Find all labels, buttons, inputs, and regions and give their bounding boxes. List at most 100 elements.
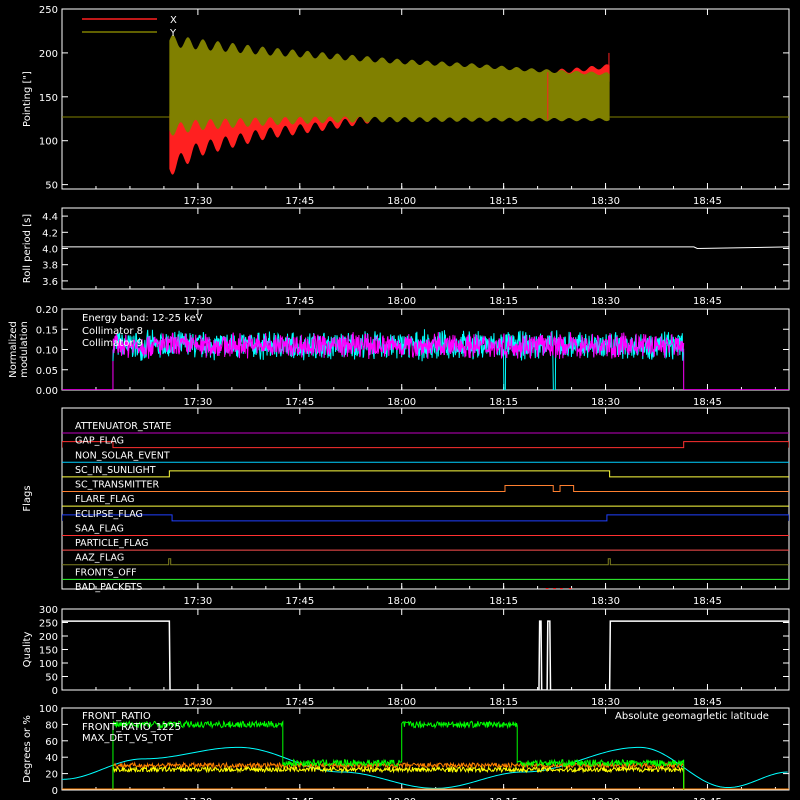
y-tick-label: 200: [39, 49, 58, 60]
flag-line-sc-in-sunlight: [62, 470, 789, 478]
series-roll-period: [62, 246, 789, 250]
panel-4: 17:30 17:45 18:00 18:15 18:30 18:45 Flags ATTEN…: [22, 407, 790, 607]
series-front-ratio: [112, 765, 685, 790]
y-tick-label: 4.0: [42, 245, 58, 256]
y-tick-label: 3.6: [42, 277, 58, 288]
flag-label-sc-in-sunlight: SC_IN_SUNLIGHT: [75, 465, 156, 476]
flag-label-non-solar-event: NON_SOLAR_EVENT: [75, 450, 170, 461]
flag-label-particle-flag: PARTICLE_FLAG: [75, 538, 148, 549]
x-tick-label: 17:30: [183, 397, 212, 408]
x-tick-label: 17:45: [285, 697, 314, 708]
y-tick-label: 100: [39, 659, 58, 670]
x-tick-label: 18:15: [489, 797, 518, 800]
y-tick-label: 300: [39, 605, 58, 616]
x-tick-label: 17:30: [183, 797, 212, 800]
panel-frame: [61, 207, 790, 290]
y-tick-label: 250: [39, 619, 58, 630]
y-tick-label: 4.2: [42, 228, 58, 239]
panel-frame: [61, 707, 790, 791]
x-tick-label: 18:30: [591, 196, 620, 207]
x-tick-label: 18:00: [387, 196, 416, 207]
legend-label-collimator-9: Collimator 9: [82, 338, 143, 349]
x-tick-label: 18:30: [591, 296, 620, 307]
series-quality: [62, 620, 789, 690]
legend-label-front-ratio-1225: FRONT_RATIO_1225: [82, 722, 181, 733]
y-tick-label: 0.20: [36, 305, 58, 316]
x-tick-label: 18:30: [591, 797, 620, 800]
panel-3: 17:30 17:45 18:00 18:15 18:30 18:45 0.00 0.05 0.…: [8, 305, 790, 408]
plot-area: [62, 329, 789, 390]
panel-6: 17:30 17:45 18:00 18:15 18:30 18:45 0 20 40 60 80 1…: [22, 704, 790, 800]
flag-label-saa-flag-gap-flag: GAP_FLAG: [75, 436, 124, 447]
y-tick-label: 100: [39, 137, 58, 148]
y-tick-label: 0.15: [36, 325, 58, 336]
x-tick-label: 18:45: [693, 196, 722, 207]
x-tick-label: 18:15: [489, 697, 518, 708]
y-axis-label: Normalized: [8, 321, 19, 378]
flag-label-flare-flag: FLARE_FLAG: [75, 494, 135, 505]
x-tick-label: 18:15: [489, 596, 518, 607]
x-tick-label: 18:00: [387, 797, 416, 800]
x-tick-label: 18:45: [693, 296, 722, 307]
x-tick-label: 17:45: [285, 797, 314, 800]
panel-5: 17:30 17:45 18:00 18:15 18:30 18:45 0 50 100 150 2…: [22, 605, 790, 708]
plot-area: [62, 35, 789, 175]
legend-label-y: Y: [169, 28, 177, 39]
y-tick-label: 80: [45, 720, 58, 731]
x-tick-label: 17:30: [183, 196, 212, 207]
y-tick-label: 40: [45, 753, 58, 764]
x-tick-label: 18:00: [387, 397, 416, 408]
y-tick-label: 0.05: [36, 366, 58, 377]
y-tick-label: 0.10: [36, 346, 58, 357]
series-collimator-9: [112, 332, 685, 360]
y-tick-label: 50: [45, 181, 58, 192]
x-tick-label: 18:45: [693, 697, 722, 708]
x-tick-label: 17:30: [183, 596, 212, 607]
x-tick-label: 17:30: [183, 697, 212, 708]
y-tick-label: 250: [39, 5, 58, 16]
x-tick-label: 17:45: [285, 596, 314, 607]
flag-mark-bad-packets: [568, 588, 572, 589]
series-geomagnetic-latitude: [62, 746, 788, 789]
x-tick-label: 18:00: [387, 296, 416, 307]
flag-label-sc-transmitter: SC_TRANSMITTER: [75, 480, 160, 491]
x-tick-label: 18:15: [489, 296, 518, 307]
legend-label-x: X: [170, 15, 177, 26]
flag-mark-bad-packets: [560, 588, 563, 589]
flag-line-aaz-flag: [62, 558, 789, 566]
y-tick-label: 3.8: [42, 261, 58, 272]
x-tick-label: 17:45: [285, 397, 314, 408]
x-tick-label: 18:45: [693, 797, 722, 800]
y-tick-label: 100: [39, 704, 58, 715]
y-tick-label: 20: [45, 770, 58, 781]
x-tick-label: 18:30: [591, 596, 620, 607]
y-tick-label: 0.00: [36, 386, 58, 397]
y-axis-label: Pointing ["]: [22, 71, 33, 127]
y-tick-label: 60: [45, 737, 58, 748]
plot-area: [62, 246, 789, 250]
plot-area: [62, 432, 789, 589]
x-tick-label: 17:45: [285, 196, 314, 207]
y-axis-label: Roll period [s]: [22, 214, 33, 283]
y-tick-label: 0: [52, 686, 58, 697]
legend-label-max-det-vs-tot: MAX_DET_VS_TOT: [82, 733, 174, 744]
x-tick-label: 18:45: [693, 596, 722, 607]
flag-label-fronts-off: FRONTS_OFF: [75, 567, 137, 578]
panel-frame: [61, 8, 790, 190]
plot-area: [62, 620, 789, 690]
y-tick-label: 200: [39, 632, 58, 643]
x-tick-label: 18:15: [489, 397, 518, 408]
series-front-ratio-1225: [112, 719, 685, 790]
flag-line-eclipse-flag: [62, 514, 789, 522]
y-axis-label: Flags: [22, 485, 33, 511]
x-tick-label: 18:30: [591, 697, 620, 708]
y-tick-label: 4.4: [42, 212, 58, 223]
x-tick-label: 18:45: [693, 397, 722, 408]
legend-label-front-ratio: FRONT_RATIO: [82, 711, 151, 722]
flag-label-saa-flag: SAA_FLAG: [75, 523, 124, 534]
y-tick-label: 150: [39, 93, 58, 104]
flag-mark-bad-packets: [545, 588, 549, 589]
series-max-det-vs-tot: [112, 761, 685, 790]
panel-frame: [61, 407, 790, 590]
